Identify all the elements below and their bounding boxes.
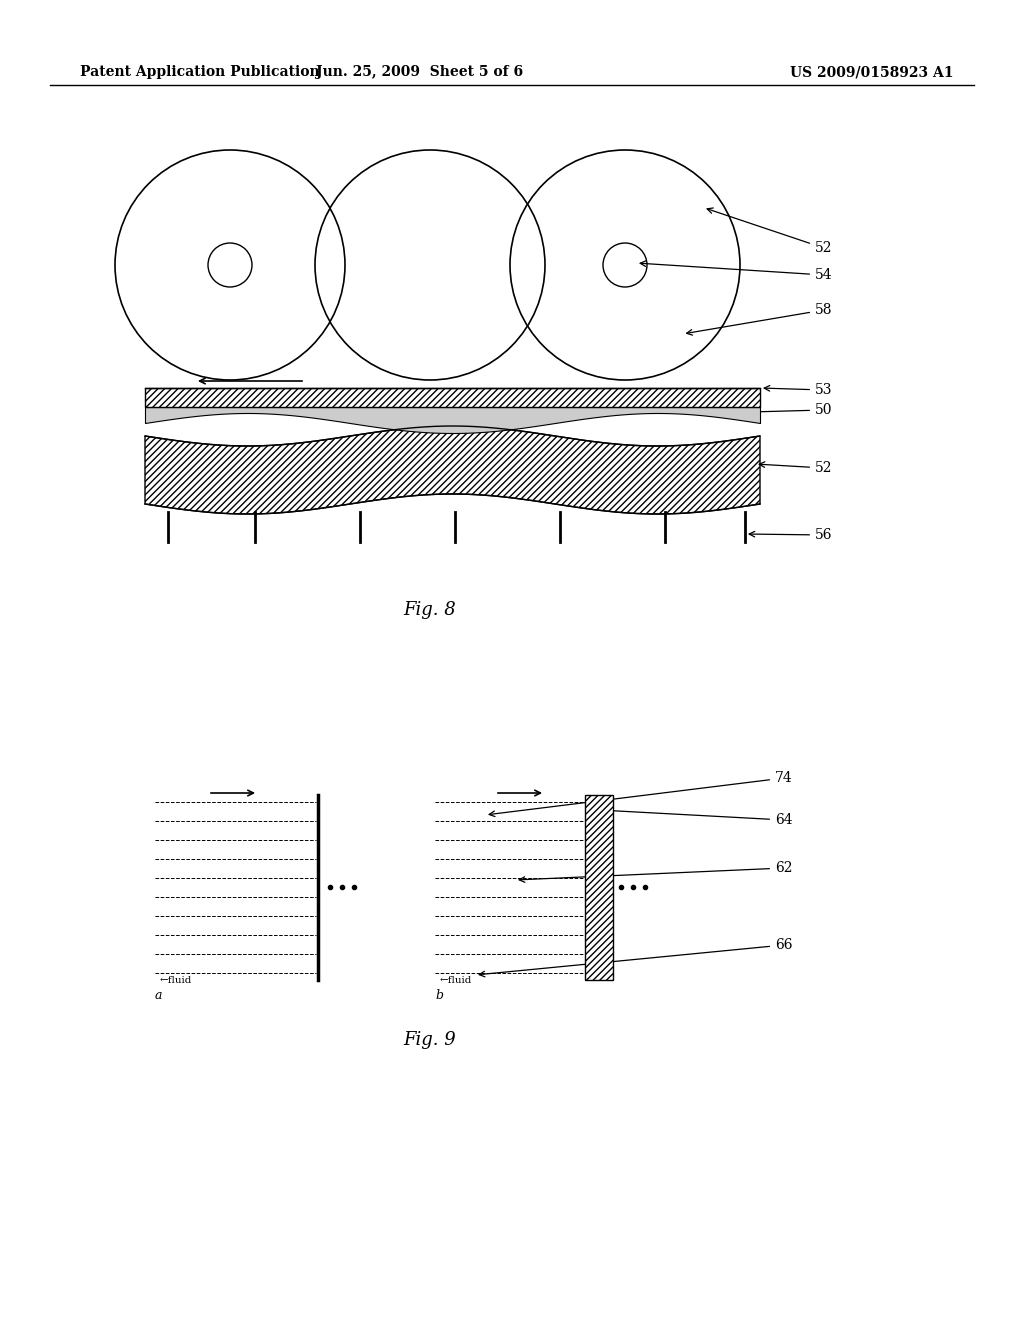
Text: 62: 62 — [519, 861, 793, 882]
Bar — [585, 795, 613, 979]
Text: a: a — [155, 989, 163, 1002]
Text: ←fluid: ←fluid — [160, 975, 193, 985]
Text: 52: 52 — [759, 461, 833, 475]
Text: Patent Application Publication: Patent Application Publication — [80, 65, 319, 79]
Text: 74: 74 — [489, 771, 793, 817]
Text: Fig. 8: Fig. 8 — [403, 601, 457, 619]
Text: Jun. 25, 2009  Sheet 5 of 6: Jun. 25, 2009 Sheet 5 of 6 — [316, 65, 523, 79]
Text: 64: 64 — [603, 808, 793, 828]
Text: 54: 54 — [640, 261, 833, 282]
Text: 58: 58 — [687, 304, 833, 335]
Text: US 2009/0158923 A1: US 2009/0158923 A1 — [790, 65, 953, 79]
Text: b: b — [435, 989, 443, 1002]
Text: 66: 66 — [479, 939, 793, 977]
Polygon shape — [145, 426, 760, 513]
Text: 56: 56 — [750, 528, 833, 543]
Bar — [145, 388, 760, 407]
Text: 50: 50 — [754, 403, 833, 417]
Text: 53: 53 — [764, 383, 833, 397]
Text: 52: 52 — [708, 209, 833, 255]
Text: ←fluid: ←fluid — [440, 975, 472, 985]
Text: Fig. 9: Fig. 9 — [403, 1031, 457, 1049]
